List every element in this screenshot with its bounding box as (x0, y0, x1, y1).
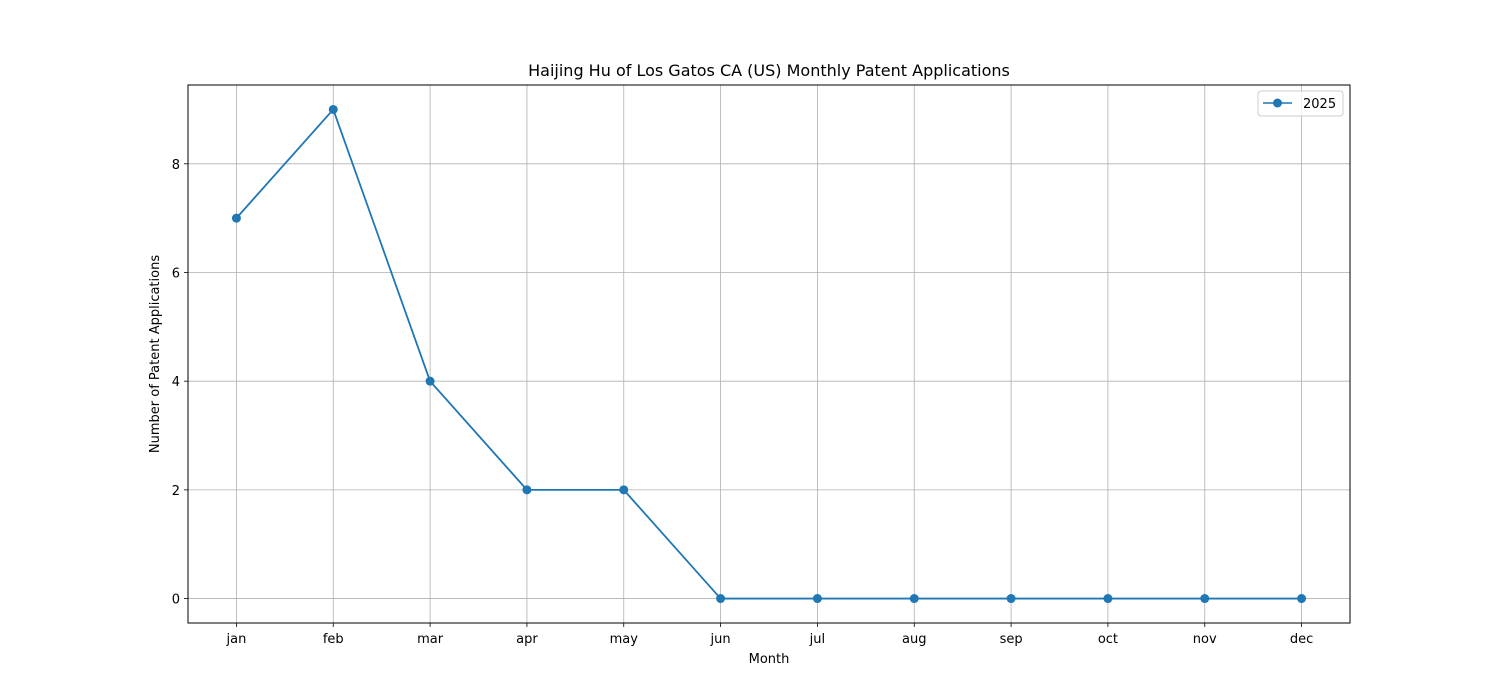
y-tick-label: 2 (172, 484, 180, 499)
legend: 2025 (1258, 91, 1343, 116)
x-tick-label: jul (809, 632, 825, 647)
data-point (1103, 594, 1112, 603)
legend-label: 2025 (1303, 97, 1336, 112)
y-tick-label: 0 (172, 593, 180, 608)
y-tick-label: 8 (172, 158, 180, 173)
x-tick-label: apr (516, 632, 538, 647)
x-tick-label: sep (1000, 632, 1023, 647)
y-tick-label: 4 (172, 375, 180, 390)
data-point (1007, 594, 1016, 603)
data-point (329, 105, 338, 114)
y-tick-label: 6 (172, 266, 180, 281)
x-tick-label: oct (1098, 632, 1118, 647)
y-axis-label: Number of Patent Applications (148, 255, 163, 453)
data-point (1297, 594, 1306, 603)
x-tick-label: aug (902, 632, 926, 647)
x-tick-label: mar (417, 632, 444, 647)
data-point (426, 377, 435, 386)
x-tick-label: jun (710, 632, 731, 647)
data-point (1200, 594, 1209, 603)
x-tick-label: dec (1290, 632, 1313, 647)
x-tick-label: feb (323, 632, 344, 647)
legend-point-marker (1273, 99, 1282, 108)
data-point (813, 594, 822, 603)
chart-title: Haijing Hu of Los Gatos CA (US) Monthly … (528, 61, 1010, 80)
x-axis-label: Month (749, 652, 790, 667)
data-point (716, 594, 725, 603)
x-tick-label: nov (1193, 632, 1217, 647)
data-point (232, 214, 241, 223)
x-tick-label: jan (226, 632, 247, 647)
data-point (522, 485, 531, 494)
data-point (619, 485, 628, 494)
data-point (910, 594, 919, 603)
x-tick-label: may (610, 632, 639, 647)
